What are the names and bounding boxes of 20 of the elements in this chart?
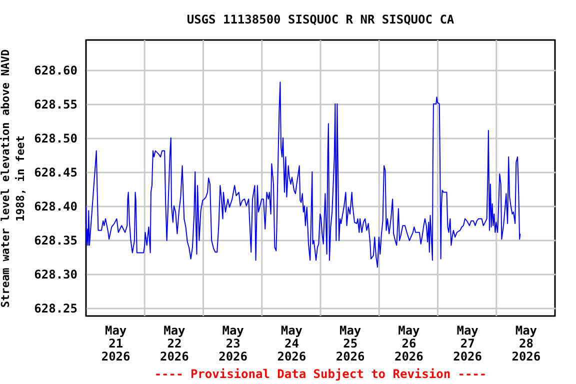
text: ---- Provisional Data Subject to Revision ---- [153, 367, 488, 381]
y-tick-label: 628.60 [34, 63, 78, 78]
y-tick-label: 628.55 [34, 97, 78, 112]
x-tick-label: May 24 2026 [277, 324, 306, 364]
x-tick-label: May 22 2026 [160, 324, 189, 364]
y-tick-label: 628.30 [34, 267, 78, 282]
line-series [86, 82, 521, 268]
x-tick-label: May 25 2026 [336, 324, 365, 364]
x-tick-label: May 23 2026 [218, 324, 248, 364]
x-tick-label: May 26 2026 [394, 324, 424, 364]
x-tick-label: May 27 2026 [453, 324, 482, 364]
x-tick-label: May 28 2026 [512, 324, 541, 364]
y-axis-title: Stream water level elevation above NAVD 1988, in feet [0, 48, 28, 308]
y-tick-label: 628.40 [34, 199, 78, 214]
x-tick-label: May 21 2026 [101, 324, 130, 364]
y-tick-label: 628.35 [34, 233, 78, 248]
y-tick-label: 628.25 [34, 301, 78, 316]
y-tick-label: 628.50 [34, 131, 78, 146]
y-tick-label: 628.45 [34, 165, 78, 180]
chart-title: USGS 11138500 SISQUOC R NR SISQUOC CA [186, 12, 455, 26]
